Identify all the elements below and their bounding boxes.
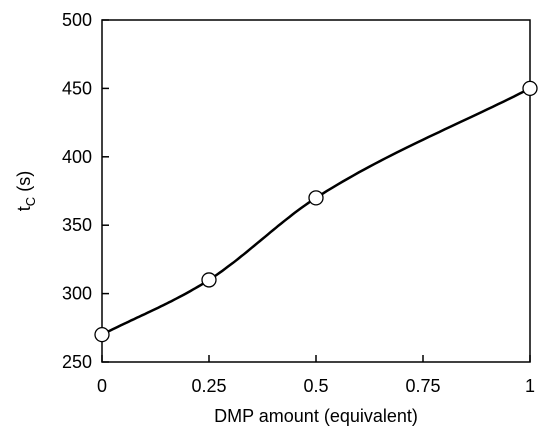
y-tick-label: 450 [62,78,92,98]
y-axis-ticks: 250 300 350 400 450 500 [62,10,109,372]
data-line [101,87,531,336]
x-tick-label: 0.75 [405,376,440,396]
x-tick-label: 0 [97,376,107,396]
y-axis-label-subscript: C [23,197,38,206]
x-axis-ticks: 0 0.25 0.5 0.75 1 [97,355,535,396]
y-axis-label: tC (s) [14,171,38,211]
data-point [522,80,538,97]
data-point [308,190,324,206]
y-tick-label: 250 [62,352,92,372]
x-axis-label: DMP amount (equivalent) [214,406,418,426]
x-tick-label: 0.5 [303,376,328,396]
data-point [94,326,110,343]
data-point [201,272,217,288]
data-points [94,80,538,343]
x-tick-label: 1 [525,376,535,396]
y-tick-label: 500 [62,10,92,30]
y-tick-label: 350 [62,215,92,235]
y-axis-label-unit: (s) [14,171,34,197]
y-axis-label-main: t [14,206,34,211]
y-tick-label: 300 [62,284,92,304]
y-tick-label: 400 [62,147,92,167]
x-tick-label: 0.25 [191,376,226,396]
